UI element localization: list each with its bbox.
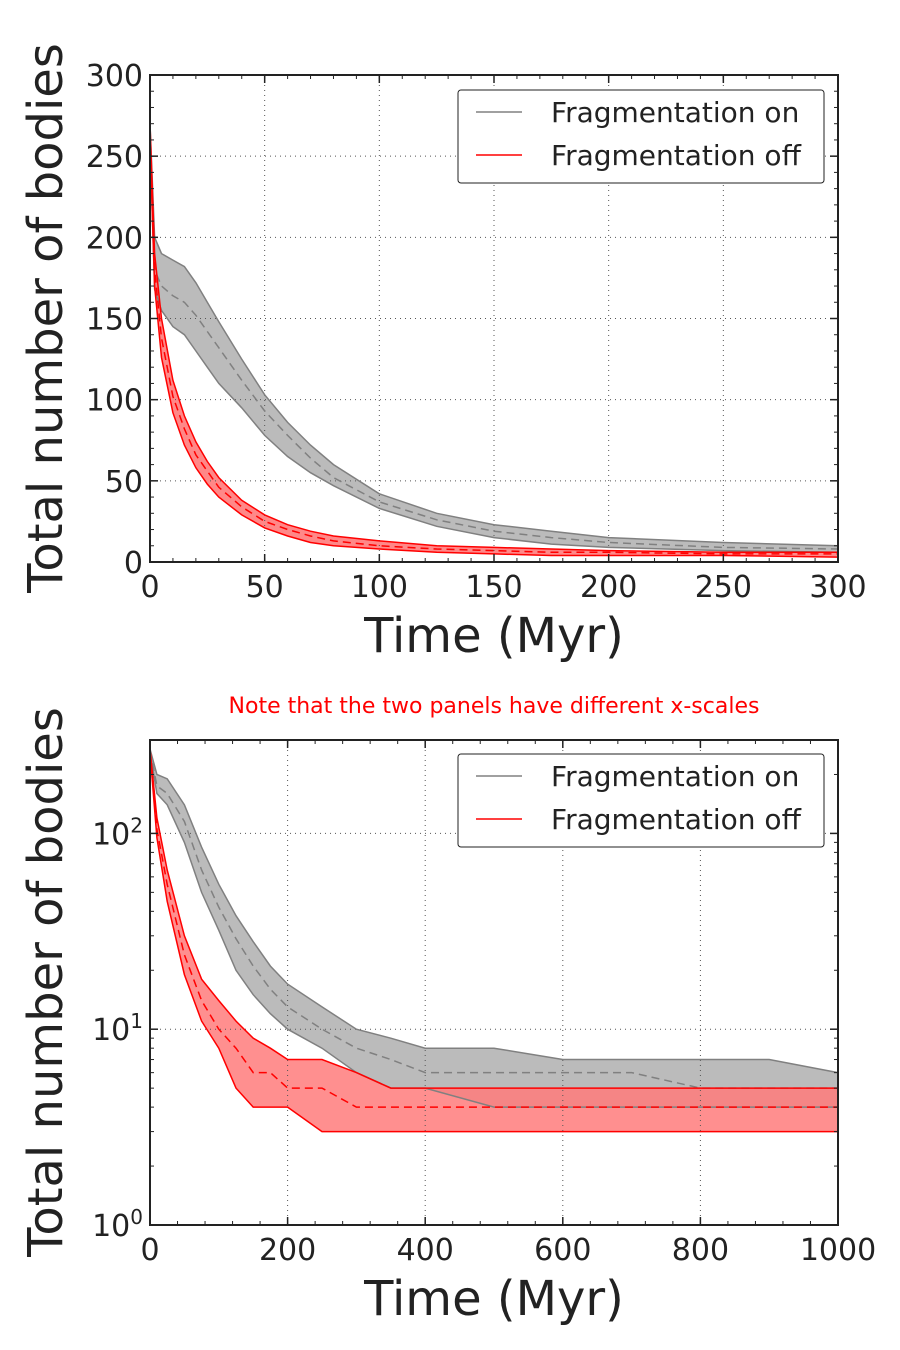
x-tick-label: 300 — [809, 570, 866, 605]
legend-box — [457, 89, 825, 184]
y-tick-label: 300 — [86, 59, 143, 94]
lower-line-fragmentation-on — [149, 139, 839, 554]
y-tick-label: 0 — [124, 546, 143, 581]
panel-bottom: 0 200 400 600 800 1000 100 101 102 Time (Myr) To… — [18, 707, 876, 1327]
x-axis-label: Time (Myr) — [363, 1271, 624, 1327]
legend-label-fragmentation-on: Fragmentation on — [551, 96, 799, 129]
legend-box — [457, 753, 825, 848]
legend-label-fragmentation-on: Fragmentation on — [551, 760, 799, 793]
x-tick-label: 1000 — [800, 1233, 876, 1268]
x-tick-label: 50 — [246, 570, 284, 605]
median-line-fragmentation-off — [149, 750, 838, 1108]
y-tick-label: 102 — [92, 813, 143, 852]
panel-top: 0 50 100 150 200 250 300 0 50 100 150 200 250 300 Tim… — [18, 43, 867, 664]
x-tick-label: 0 — [140, 570, 159, 605]
legend: Fragmentation on Fragmentation off — [457, 89, 825, 184]
band-fragmentation-on — [150, 749, 838, 1108]
y-axis-label: Total number of bodies — [18, 707, 74, 1258]
band-fragmentation-on — [150, 123, 838, 553]
y-tick-label: 250 — [86, 140, 143, 175]
upper-line-fragmentation-on — [149, 748, 839, 1074]
x-tick-label: 200 — [580, 570, 637, 605]
lower-line-fragmentation-off — [149, 139, 839, 558]
upper-line-fragmentation-off — [149, 123, 838, 554]
lower-line-fragmentation-on — [149, 752, 838, 1108]
upper-line-fragmentation-off — [149, 748, 838, 1089]
x-tick-label: 250 — [695, 570, 752, 605]
y-tick-label: 101 — [92, 1009, 143, 1048]
median-line-fragmentation-off — [149, 131, 838, 555]
y-tick-label: 100 — [86, 384, 143, 419]
upper-line-fragmentation-on — [149, 123, 839, 547]
x-tick-label: 150 — [465, 570, 522, 605]
y-tick-label: 150 — [86, 303, 143, 338]
plot-frame — [149, 739, 839, 1226]
x-tick-label: 400 — [397, 1233, 454, 1268]
legend-label-fragmentation-off: Fragmentation off — [551, 139, 802, 172]
y-tick-label: 50 — [105, 465, 143, 500]
x-axis-label: Time (Myr) — [363, 608, 624, 664]
band-fragmentation-off — [150, 749, 838, 1132]
panels-note: Note that the two panels have different … — [229, 694, 760, 719]
legend: Fragmentation on Fragmentation off — [457, 753, 825, 848]
x-tick-label: 200 — [259, 1233, 316, 1268]
x-tick-label: 800 — [672, 1233, 729, 1268]
y-tick-label: 200 — [86, 221, 143, 256]
x-tick-label: 0 — [140, 1233, 159, 1268]
y-axis-label: Total number of bodies — [18, 43, 74, 594]
legend-label-fragmentation-off: Fragmentation off — [551, 803, 802, 836]
lower-line-fragmentation-off — [149, 752, 838, 1133]
median-line-fragmentation-on — [149, 131, 839, 550]
y-tick-label: 100 — [92, 1205, 143, 1244]
median-line-fragmentation-on — [149, 750, 838, 1089]
x-tick-label: 100 — [351, 570, 408, 605]
x-tick-label: 600 — [534, 1233, 591, 1268]
